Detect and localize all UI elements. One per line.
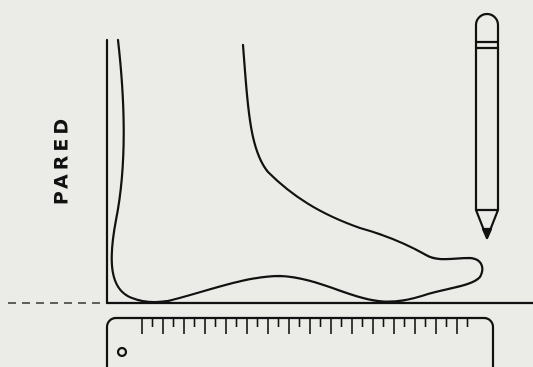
- ruler: [105, 316, 495, 367]
- foot-outline: [110, 38, 484, 304]
- ruler-ticks: [141, 319, 469, 334]
- wall-label: PARED: [51, 115, 73, 205]
- pencil: [474, 12, 500, 240]
- ruler-body: [105, 316, 495, 367]
- ruler-hole: [116, 346, 128, 358]
